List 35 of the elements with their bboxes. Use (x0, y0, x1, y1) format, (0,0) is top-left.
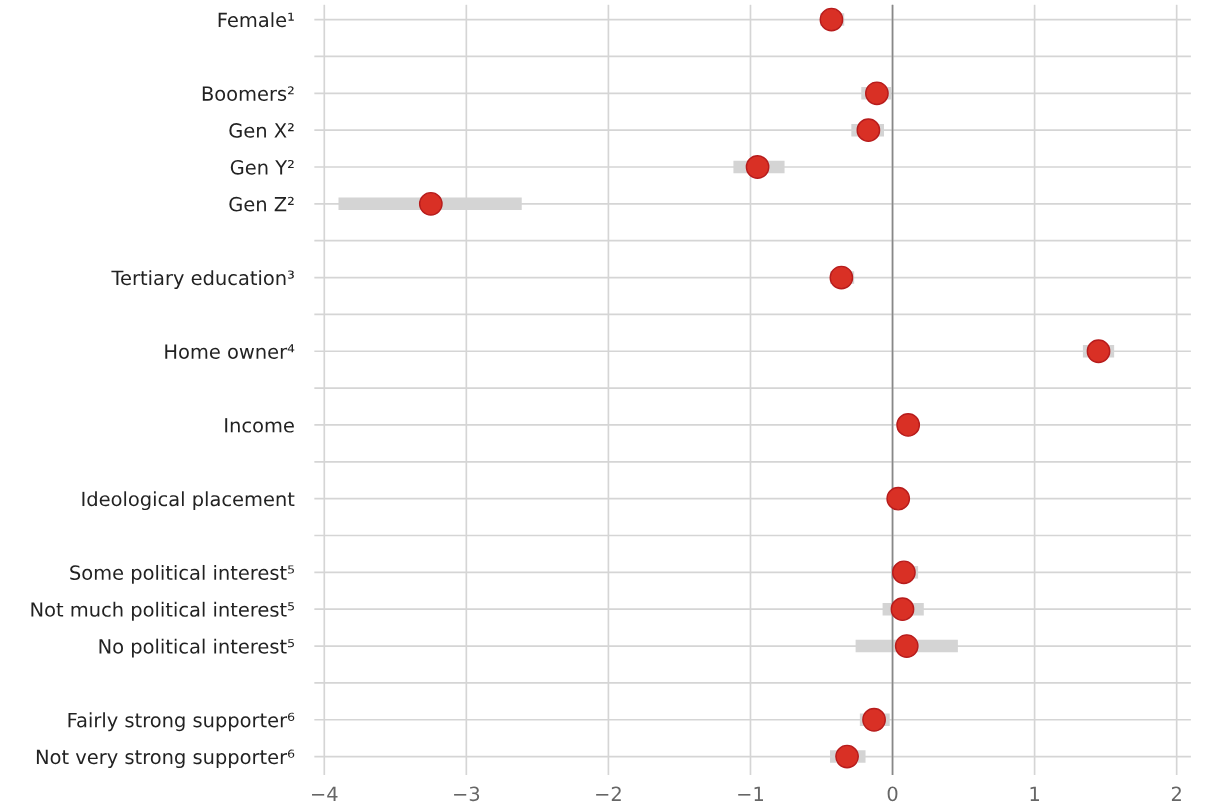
y-tick-label: Some political interest⁵ (70, 564, 294, 584)
point (896, 413, 921, 437)
y-tick-label: Female¹ (218, 12, 294, 28)
x-tick-label: 1 (1030, 786, 1039, 801)
y-tick-label: Home owner⁴ (165, 344, 295, 359)
y-tick-label: Not very strong supporter⁶ (36, 749, 295, 769)
x-tick-label: −4 (312, 786, 338, 801)
x-tick-label: 2 (1171, 786, 1181, 801)
y-tick-label: Gen Z² (229, 196, 294, 212)
point (835, 744, 859, 769)
point (862, 707, 886, 732)
x-tick-label: −3 (454, 786, 480, 802)
y-tick-label: Boomers² (202, 86, 294, 101)
point (890, 597, 915, 622)
point (856, 118, 881, 143)
y-tick-label: Gen X² (229, 123, 294, 138)
point (886, 486, 911, 511)
y-tick-label: Tertiary education³ (111, 270, 294, 289)
x-tick-label: 0 (887, 786, 898, 802)
y-tick-label: Gen Y² (230, 159, 294, 175)
point (418, 191, 443, 216)
point (819, 7, 844, 32)
point (1086, 339, 1111, 364)
y-tick-label: Not much political interest⁵ (31, 601, 294, 621)
point (829, 265, 854, 290)
x-tick-label: −1 (738, 786, 764, 801)
y-tick-label: No political interest⁵ (99, 638, 294, 658)
y-tick-label: Ideological placement (82, 491, 295, 511)
x-tick-label: −2 (596, 786, 621, 801)
point (745, 155, 770, 179)
point (894, 634, 919, 658)
point (865, 81, 889, 106)
y-tick-label: Income (225, 418, 294, 433)
y-tick-label: Fairly strong supporter⁶ (68, 712, 295, 732)
point (892, 560, 916, 585)
